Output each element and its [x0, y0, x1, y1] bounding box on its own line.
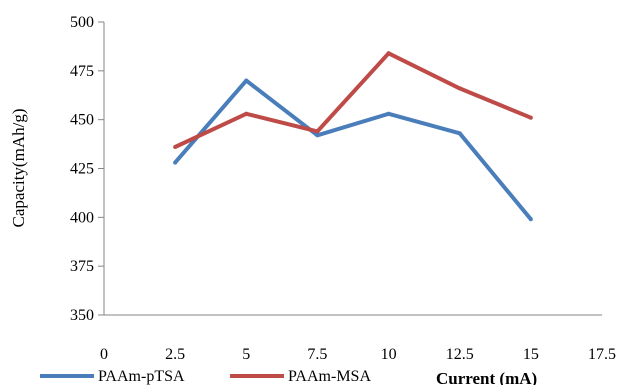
data-point-paam-ptsa: [244, 78, 249, 83]
x-tick-label: 15: [523, 346, 539, 363]
y-tick-label: 450: [70, 112, 94, 129]
data-point-paam-ptsa: [315, 133, 320, 138]
data-point-paam-ptsa: [457, 131, 462, 136]
y-tick-label: 500: [70, 14, 94, 31]
data-point-paam-msa: [528, 115, 533, 120]
legend: PAAm-pTSA PAAm-MSA: [40, 368, 371, 385]
y-tick-label: 375: [70, 258, 94, 275]
y-tick-label: 425: [70, 161, 94, 178]
data-point-paam-ptsa: [173, 160, 178, 165]
legend-label-paam-msa: PAAm-MSA: [288, 368, 371, 385]
data-point-paam-msa: [386, 51, 391, 56]
x-tick-label: 17.5: [588, 346, 616, 363]
data-point-paam-msa: [457, 86, 462, 91]
data-point-paam-msa: [244, 111, 249, 116]
y-tick-label: 350: [70, 307, 94, 324]
series-line-paam-msa: [174, 51, 532, 149]
series-layer: [173, 51, 533, 222]
x-tick-label: 2.5: [165, 346, 185, 363]
x-tick-label: 0: [100, 346, 108, 363]
legend-label-paam-ptsa: PAAm-pTSA: [98, 368, 185, 385]
x-tick-label: 7.5: [307, 346, 327, 363]
y-tick-label: 400: [70, 209, 94, 226]
x-axis-title: Current (mA): [436, 369, 537, 385]
data-point-paam-ptsa: [528, 217, 533, 222]
x-tick-label: 12.5: [446, 346, 474, 363]
x-tick-label: 5: [242, 346, 250, 363]
data-point-paam-ptsa: [386, 111, 391, 116]
data-point-paam-msa: [173, 145, 178, 150]
x-tick-label: 10: [381, 346, 397, 363]
y-axis-title: Capacity(mAh/g): [9, 109, 28, 228]
data-point-paam-msa: [315, 129, 320, 134]
series-line-paam-ptsa: [173, 78, 533, 221]
y-tick-label: 475: [70, 63, 94, 80]
y-axis-ticks: 350 375 400 425 450 475 500: [70, 14, 104, 324]
x-axis-ticks: 0 2.5 5 7.5 10 12.5 15 17.5: [100, 346, 616, 363]
